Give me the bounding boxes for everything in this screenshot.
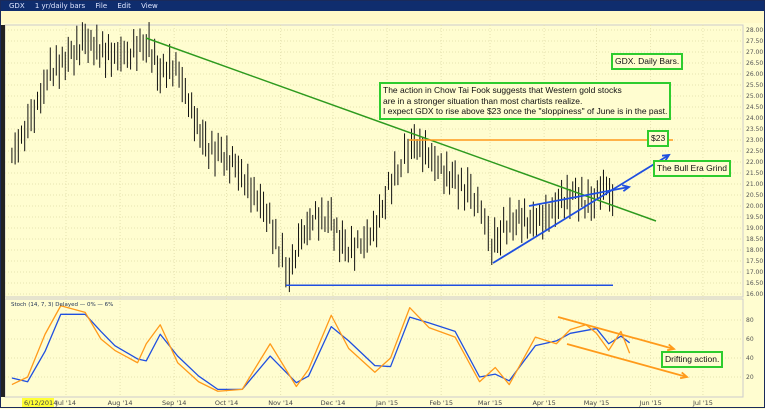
note-line: are in a stronger situation than most ch…	[383, 95, 583, 106]
price-tick-label: 26.50	[746, 60, 763, 67]
menu-view[interactable]: View	[141, 2, 158, 10]
main-note: The action in Chow Tai Fook suggests tha…	[379, 82, 672, 120]
date-tick-label: Oct '14	[215, 399, 238, 407]
stoch-k-line	[11, 305, 631, 392]
date-tick-label: Dec '14	[321, 399, 346, 407]
stoch-tick-label: 80	[746, 317, 754, 324]
date-tick-label: Aug '14	[108, 399, 133, 407]
price-tick-label: 18.00	[746, 247, 763, 254]
channel-lower-arrow	[492, 154, 670, 264]
period-dropdown[interactable]: 1 yr/daily bars	[34, 2, 86, 10]
chart-title-note: GDX. Daily Bars.	[611, 53, 684, 70]
date-tick-label: Feb '15	[429, 399, 453, 407]
price-tick-label: 21.50	[746, 170, 763, 177]
cursor-date-highlight	[22, 398, 54, 407]
drawing-toolbar[interactable]	[1, 11, 764, 23]
price-tick-label: 27.50	[746, 38, 763, 45]
price-tick-label: 28.00	[746, 27, 763, 34]
price-tick-label: 22.00	[746, 159, 763, 166]
stoch-tick-label: 20	[746, 374, 754, 381]
price-tick-label: 24.50	[746, 104, 763, 111]
title-bar: GDX 1 yr/daily bars File Edit View	[1, 1, 764, 11]
note-line: The action in Chow Tai Fook suggests tha…	[383, 85, 622, 95]
channel-lower-arrow-head	[661, 153, 671, 162]
price-tick-label: 26.00	[746, 71, 763, 78]
price-tick-label: 23.50	[746, 126, 763, 133]
price-tick-label: 19.50	[746, 214, 763, 221]
symbol-dropdown[interactable]: GDX	[9, 2, 25, 10]
stoch-tick-label: 40	[746, 355, 754, 362]
menu-file[interactable]: File	[95, 2, 108, 10]
price-tick-label: 25.00	[746, 93, 763, 100]
cursor-date: 6/12/2014	[24, 399, 57, 407]
date-tick-label: Jul '15	[692, 399, 713, 407]
price-panel	[4, 24, 744, 298]
note-line: I expect GDX to rise above $23 once the …	[383, 106, 668, 116]
date-tick-label: Nov '14	[268, 399, 293, 407]
price-tick-label: 16.00	[746, 291, 763, 298]
stoch-upper-arrow-head	[666, 343, 676, 352]
price-tick-label: 20.00	[746, 203, 763, 210]
price-tick-label: 18.50	[746, 236, 763, 243]
drift-note: Drifting action.	[661, 351, 724, 368]
target-note: $23	[647, 130, 670, 147]
stoch-lower-arrow	[566, 343, 688, 378]
channel-upper-arrow	[528, 186, 630, 207]
stoch-upper-arrow	[557, 316, 675, 350]
date-tick-label: Mar '15	[478, 399, 502, 407]
channel-upper-arrow-head	[622, 184, 632, 192]
menu-edit[interactable]: Edit	[117, 2, 131, 10]
price-tick-label: 17.00	[746, 269, 763, 276]
stoch-tick-label: 60	[746, 336, 754, 343]
price-tick-label: 21.00	[746, 181, 763, 188]
price-tick-label: 17.50	[746, 258, 763, 265]
price-tick-label: 24.00	[746, 115, 763, 122]
left-edge	[1, 25, 5, 397]
date-tick-label: Sep '14	[162, 399, 186, 407]
date-tick-label: Jul '14	[55, 399, 76, 407]
price-tick-label: 22.50	[746, 148, 763, 155]
price-tick-label: 27.00	[746, 49, 763, 56]
stoch-panel	[4, 298, 744, 398]
stoch-legend: Stoch (14, 7, 3) Delayed — 0% — 6%	[11, 302, 113, 308]
date-tick-label: Apr '15	[532, 399, 555, 407]
price-tick-label: 19.00	[746, 225, 763, 232]
date-tick-label: May '15	[584, 399, 610, 407]
date-tick-label: Jan '15	[375, 399, 398, 407]
stoch-lower-arrow-head	[679, 371, 689, 380]
price-tick-label: 20.50	[746, 192, 763, 199]
price-tick-label: 16.50	[746, 280, 763, 287]
downtrend-line	[145, 37, 657, 222]
date-tick-label: Jun '15	[638, 399, 661, 407]
price-tick-label: 25.50	[746, 82, 763, 89]
bull-note: The Bull Era Grind	[653, 160, 731, 177]
price-tick-label: 23.00	[746, 137, 763, 144]
